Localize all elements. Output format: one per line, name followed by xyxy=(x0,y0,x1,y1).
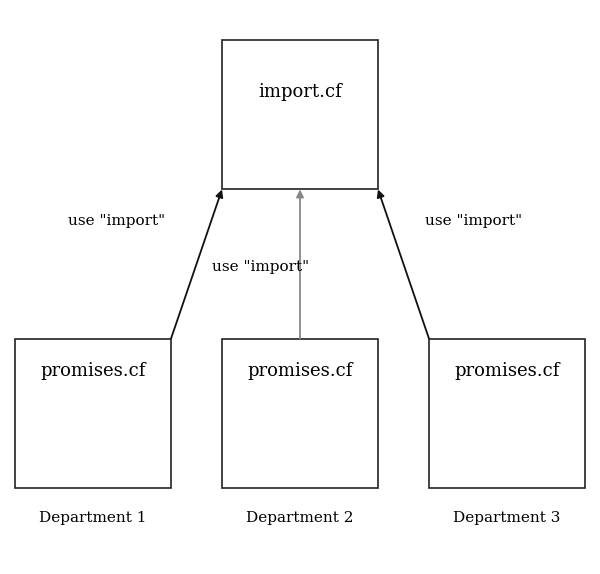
Text: promises.cf: promises.cf xyxy=(247,362,353,379)
Text: import.cf: import.cf xyxy=(258,83,342,101)
Bar xyxy=(222,339,378,488)
Bar xyxy=(15,339,171,488)
Text: use "import": use "import" xyxy=(425,214,523,228)
Text: use "import": use "import" xyxy=(212,260,310,274)
Bar xyxy=(429,339,585,488)
Text: Department 3: Department 3 xyxy=(454,511,560,525)
Text: promises.cf: promises.cf xyxy=(454,362,560,379)
Text: Department 1: Department 1 xyxy=(39,511,147,525)
Text: use "import": use "import" xyxy=(68,214,166,228)
Text: promises.cf: promises.cf xyxy=(40,362,146,379)
Text: Department 2: Department 2 xyxy=(246,511,354,525)
Bar xyxy=(222,40,378,189)
